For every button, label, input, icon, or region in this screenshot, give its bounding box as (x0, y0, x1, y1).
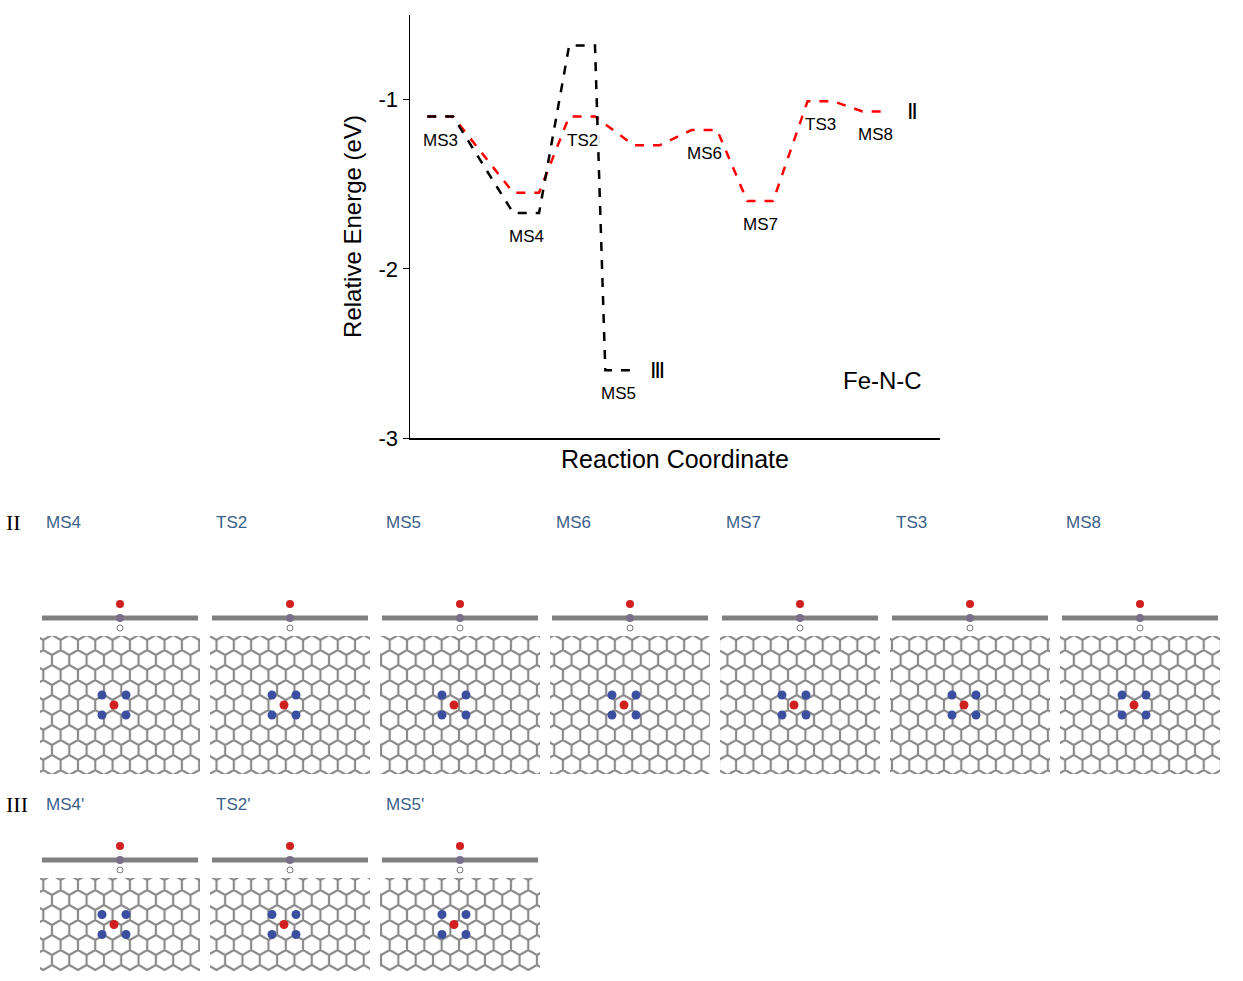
svg-text:MS4: MS4 (46, 513, 81, 532)
svg-text:MS6: MS6 (687, 144, 722, 163)
svg-text:TS2: TS2 (216, 513, 247, 532)
svg-text:Ⅱ: Ⅱ (907, 99, 918, 124)
svg-text:Fe-N-C: Fe-N-C (843, 367, 922, 394)
svg-text:MS7: MS7 (726, 513, 761, 532)
svg-text:MS7: MS7 (743, 215, 778, 234)
svg-text:MS5: MS5 (386, 513, 421, 532)
svg-text:TS2': TS2' (216, 795, 250, 814)
svg-text:TS2: TS2 (567, 131, 598, 150)
svg-text:Reaction Coordinate: Reaction Coordinate (561, 445, 789, 473)
svg-text:MS3: MS3 (423, 131, 458, 150)
svg-text:MS5: MS5 (601, 384, 636, 403)
svg-text:Ⅲ: Ⅲ (650, 358, 665, 383)
svg-text:TS3: TS3 (896, 513, 927, 532)
svg-text:TS3: TS3 (805, 115, 836, 134)
svg-text:III: III (6, 792, 28, 817)
svg-text:MS8: MS8 (858, 125, 893, 144)
svg-text:MS8: MS8 (1066, 513, 1101, 532)
svg-text:-2: -2 (379, 257, 399, 282)
svg-text:Relative Energe (eV): Relative Energe (eV) (339, 115, 366, 338)
svg-text:MS6: MS6 (556, 513, 591, 532)
svg-text:-1: -1 (379, 87, 399, 112)
svg-text:MS5': MS5' (386, 795, 424, 814)
svg-text:II: II (6, 510, 21, 535)
svg-text:-3: -3 (379, 426, 399, 451)
svg-text:MS4: MS4 (509, 227, 544, 246)
svg-text:MS4': MS4' (46, 795, 84, 814)
